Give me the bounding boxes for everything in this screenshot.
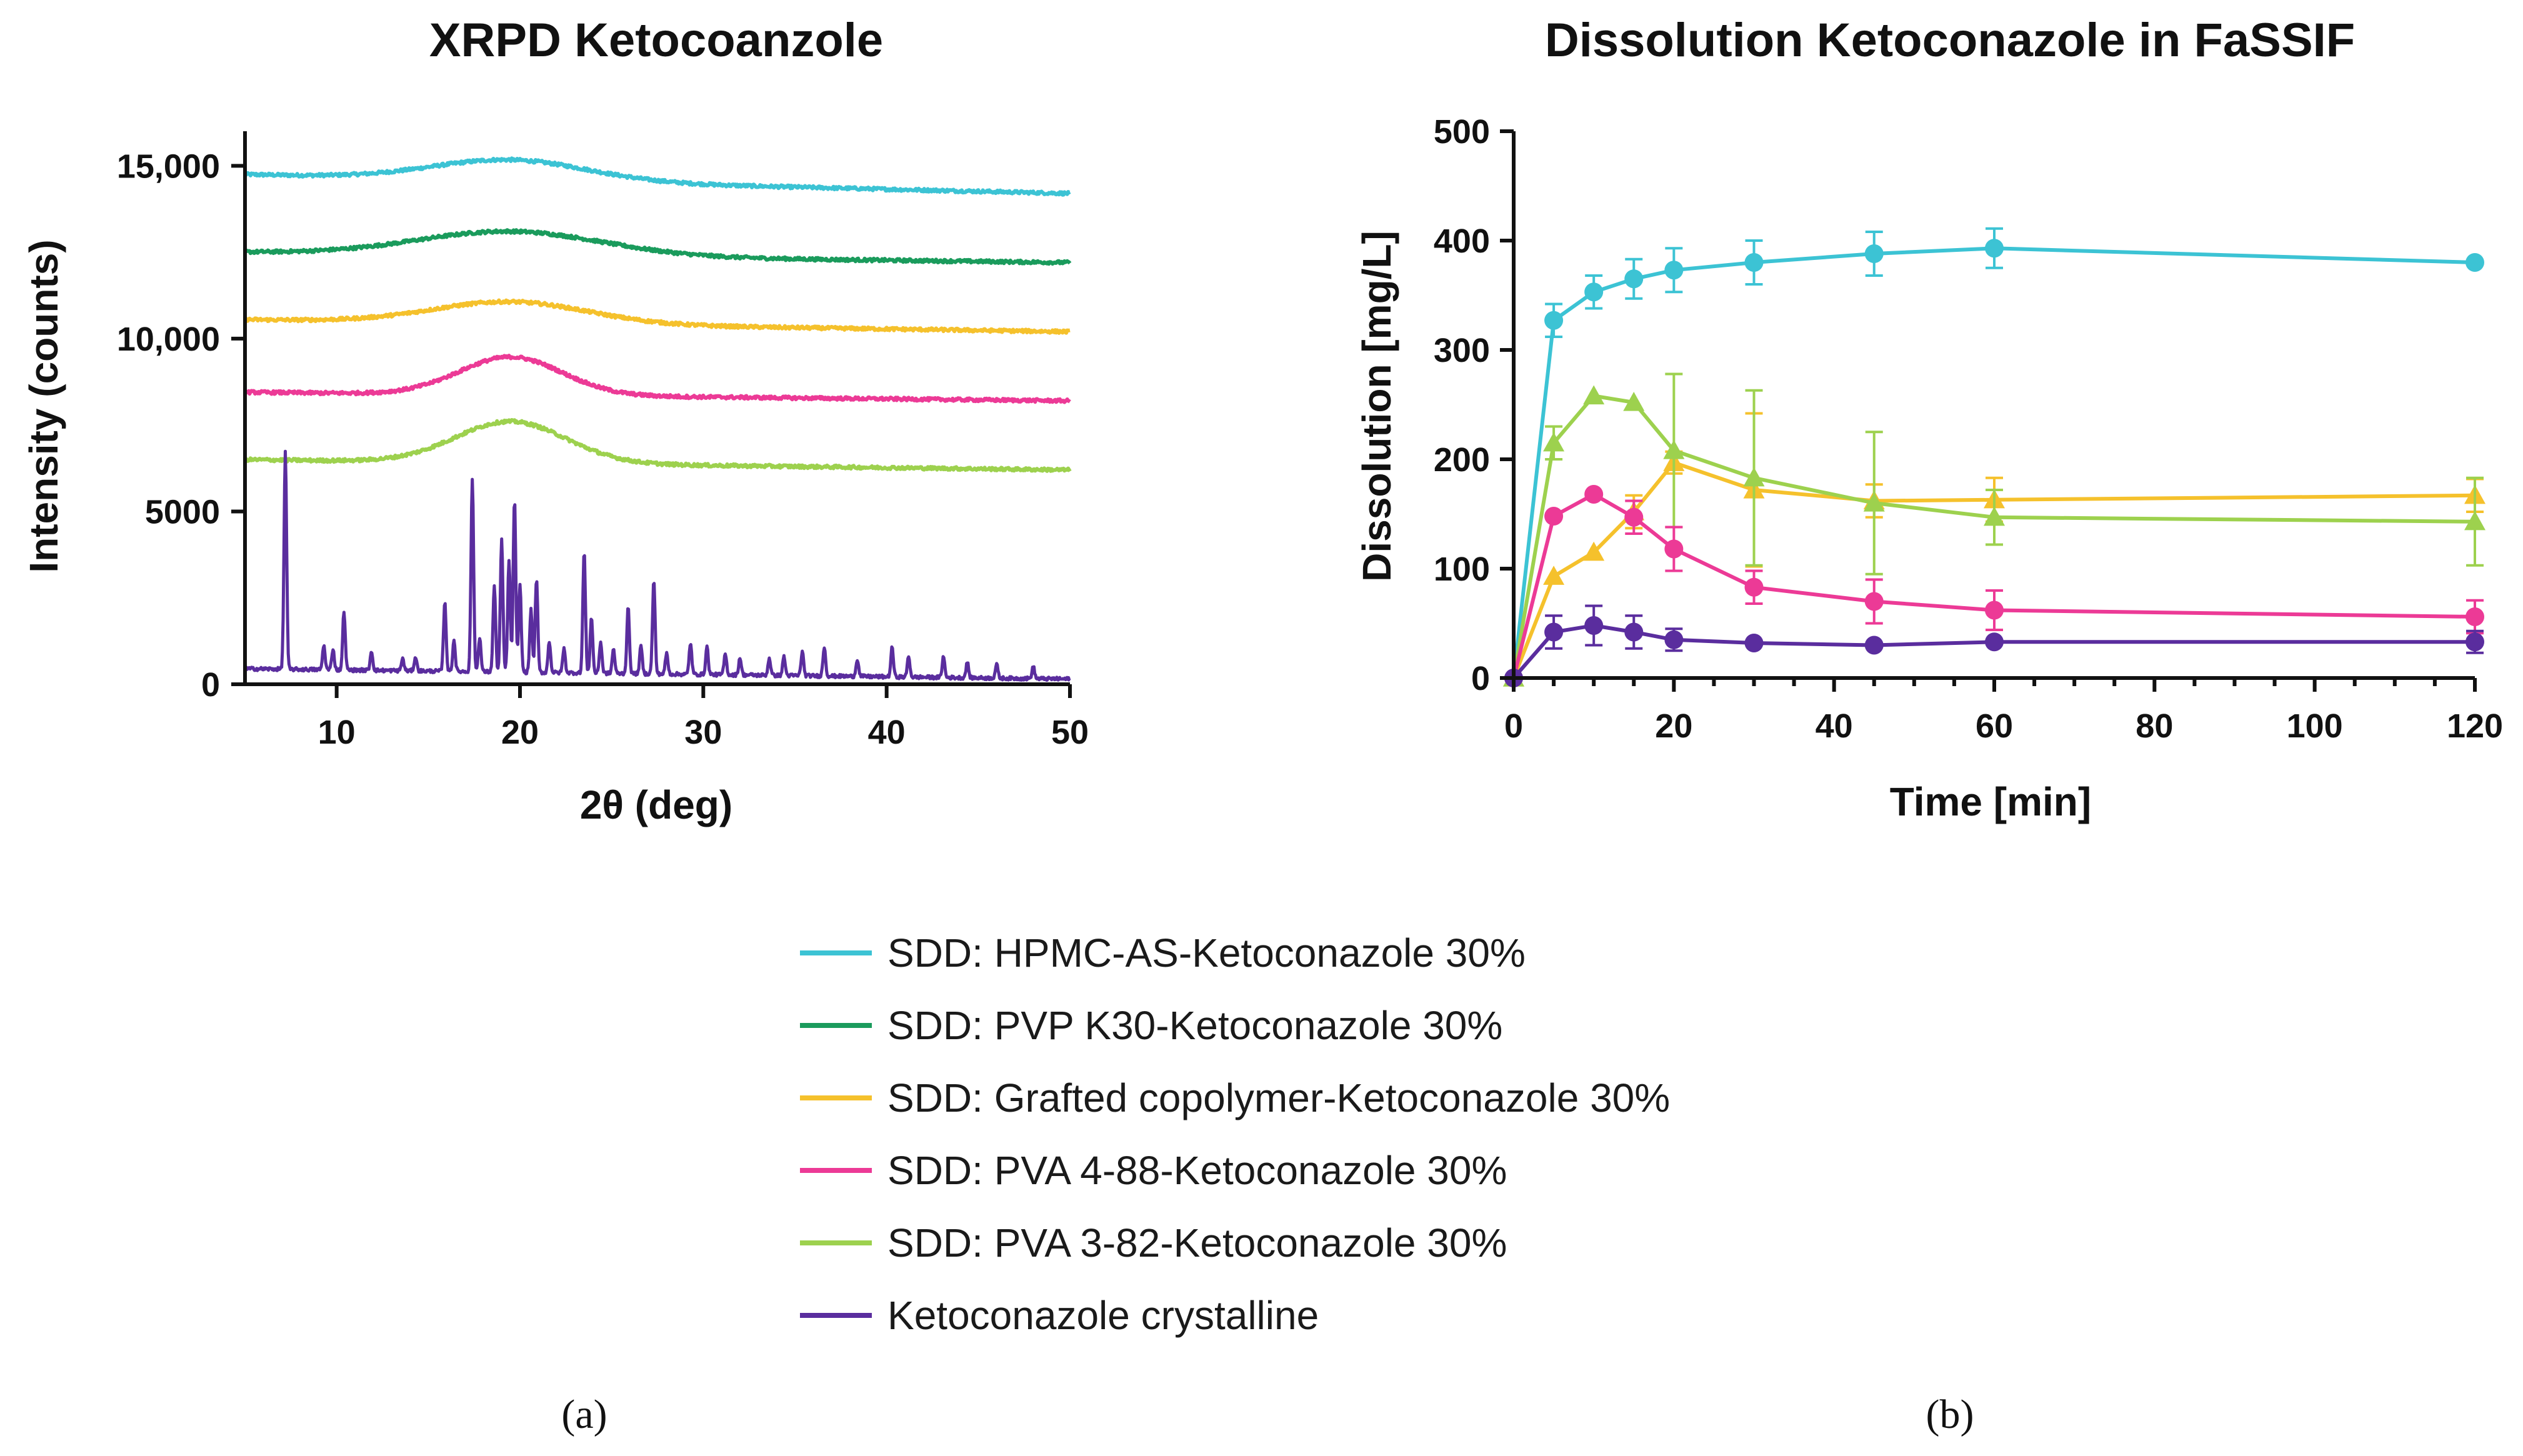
data-point (1583, 541, 1605, 561)
xrpd-y-axis-label: Intensity (counts) (21, 239, 66, 572)
legend-label: SDD: HPMC-AS-Ketoconazole 30% (887, 930, 1526, 975)
legend-item: SDD: PVA 4-88-Ketoconazole 30% (800, 1148, 1507, 1193)
data-point (1544, 311, 1564, 330)
xrpd-y-tick-label: 10,000 (117, 321, 220, 358)
panel-label-a: (a) (561, 1392, 607, 1437)
data-point (1624, 507, 1644, 527)
xrpd-series-line (243, 156, 1071, 197)
data-point (1584, 616, 1604, 635)
xrpd-x-tick-label: 30 (684, 714, 722, 751)
xrpd-crystalline-line (244, 449, 1071, 682)
data-point (1744, 634, 1764, 652)
data-point (1744, 253, 1764, 272)
dissolution-x-tick-label: 80 (2136, 707, 2173, 745)
legend-item: SDD: Grafted copolymer-Ketoconazole 30% (800, 1075, 1670, 1120)
dissolution-y-tick-label: 0 (1471, 660, 1490, 697)
dissolution-chart: Dissolution Ketoconazole in FaSSIF 0 20 40… (1354, 14, 2503, 824)
xrpd-x-tick-label: 20 (501, 714, 539, 751)
dissolution-y-tick-label: 300 (1434, 332, 1490, 369)
legend-label: Ketoconazole crystalline (887, 1293, 1319, 1338)
xrpd-x-tick-label: 10 (318, 714, 356, 751)
data-point (1584, 485, 1604, 504)
dissolution-y-axis-label: Dissolution [mg/L] (1354, 231, 1399, 582)
legend-label: SDD: PVP K30-Ketoconazole 30% (887, 1003, 1502, 1048)
legend-item: SDD: PVP K30-Ketoconazole 30% (800, 1003, 1502, 1048)
data-point (1663, 440, 1685, 459)
data-point (1584, 282, 1604, 302)
legend-item: Ketoconazole crystalline (800, 1293, 1319, 1338)
xrpd-x-tick-label: 40 (868, 714, 906, 751)
xrpd-y-tick-label: 15,000 (117, 147, 220, 185)
dissolution-x-tick-label: 20 (1655, 707, 1692, 745)
xrpd-y-tick-label: 5000 (145, 493, 220, 531)
xrpd-x-tick-label: 50 (1051, 714, 1089, 751)
data-point (1664, 630, 1684, 649)
dissolution-x-tick-label: 40 (1816, 707, 1853, 745)
data-point (1864, 636, 1884, 655)
data-point (1544, 507, 1564, 526)
legend-item: SDD: PVA 3-82-Ketoconazole 30% (800, 1220, 1507, 1265)
data-point (1583, 385, 1605, 405)
data-point (2466, 253, 2484, 272)
dissolution-x-tick-label: 100 (2287, 707, 2343, 745)
dissolution-x-tick-label: 0 (1504, 707, 1523, 745)
data-point (2466, 632, 2484, 652)
data-point (1664, 261, 1684, 280)
dissolution-series (1503, 372, 2486, 687)
panel-label-b: (b) (1926, 1392, 1974, 1437)
data-point (1985, 632, 2004, 652)
data-point (1623, 392, 1645, 411)
data-point (1863, 492, 1885, 512)
dissolution-y-tick-label: 200 (1434, 441, 1490, 479)
legend-label: SDD: Grafted copolymer-Ketoconazole 30% (887, 1075, 1670, 1120)
legend-item: SDD: HPMC-AS-Ketoconazole 30% (800, 930, 1526, 975)
data-point (1984, 506, 2005, 526)
data-point (1743, 467, 1765, 487)
dissolution-x-tick-label: 60 (1976, 707, 2013, 745)
xrpd-series-line (244, 418, 1072, 473)
dissolution-ticks: 0 20 40 60 80 100 120 0 100 200 300 400 500 (1434, 113, 2503, 745)
dissolution-title: Dissolution Ketoconazole in FaSSIF (1545, 14, 2355, 67)
dissolution-x-axis-label: Time [min] (1890, 779, 2091, 824)
legend-label: SDD: PVA 4-88-Ketoconazole 30% (887, 1148, 1507, 1193)
xrpd-series-line (243, 228, 1072, 266)
xrpd-series-line (244, 298, 1071, 335)
data-point (1664, 539, 1684, 559)
data-point (1864, 592, 1884, 611)
data-point (1544, 622, 1564, 642)
dissolution-x-tick-label: 120 (2447, 707, 2503, 745)
legend: SDD: HPMC-AS-Ketoconazole 30% SDD: PVP K… (800, 930, 1670, 1338)
data-point (1543, 432, 1565, 452)
xrpd-chart: XRPD Ketocoanzole 10 20 30 40 500500010,0001… (21, 14, 1089, 827)
xrpd-plot-area (243, 156, 1072, 682)
xrpd-series-line (244, 354, 1071, 404)
xrpd-x-axis-label: 2θ (deg) (580, 782, 732, 827)
xrpd-y-tick-label: 0 (201, 666, 220, 704)
legend-label: SDD: PVA 3-82-Ketoconazole 30% (887, 1220, 1507, 1265)
data-point (1543, 566, 1565, 585)
data-point (2464, 511, 2486, 531)
dissolution-y-tick-label: 100 (1434, 551, 1490, 588)
data-point (2466, 607, 2484, 626)
dissolution-series (1504, 604, 2484, 687)
data-point (1985, 239, 2004, 258)
data-point (1624, 622, 1644, 642)
xrpd-title: XRPD Ketocoanzole (429, 14, 883, 67)
dissolution-y-tick-label: 500 (1434, 113, 1490, 151)
dissolution-y-tick-label: 400 (1434, 222, 1490, 260)
xrpd-ticks: 10 20 30 40 50 0 5000 10,000 15,000 (117, 147, 1089, 751)
dissolution-plot-area (1503, 227, 2486, 687)
data-point (1985, 601, 2004, 620)
data-point (1744, 577, 1764, 597)
data-point (1864, 244, 1884, 263)
data-point (1624, 269, 1644, 289)
